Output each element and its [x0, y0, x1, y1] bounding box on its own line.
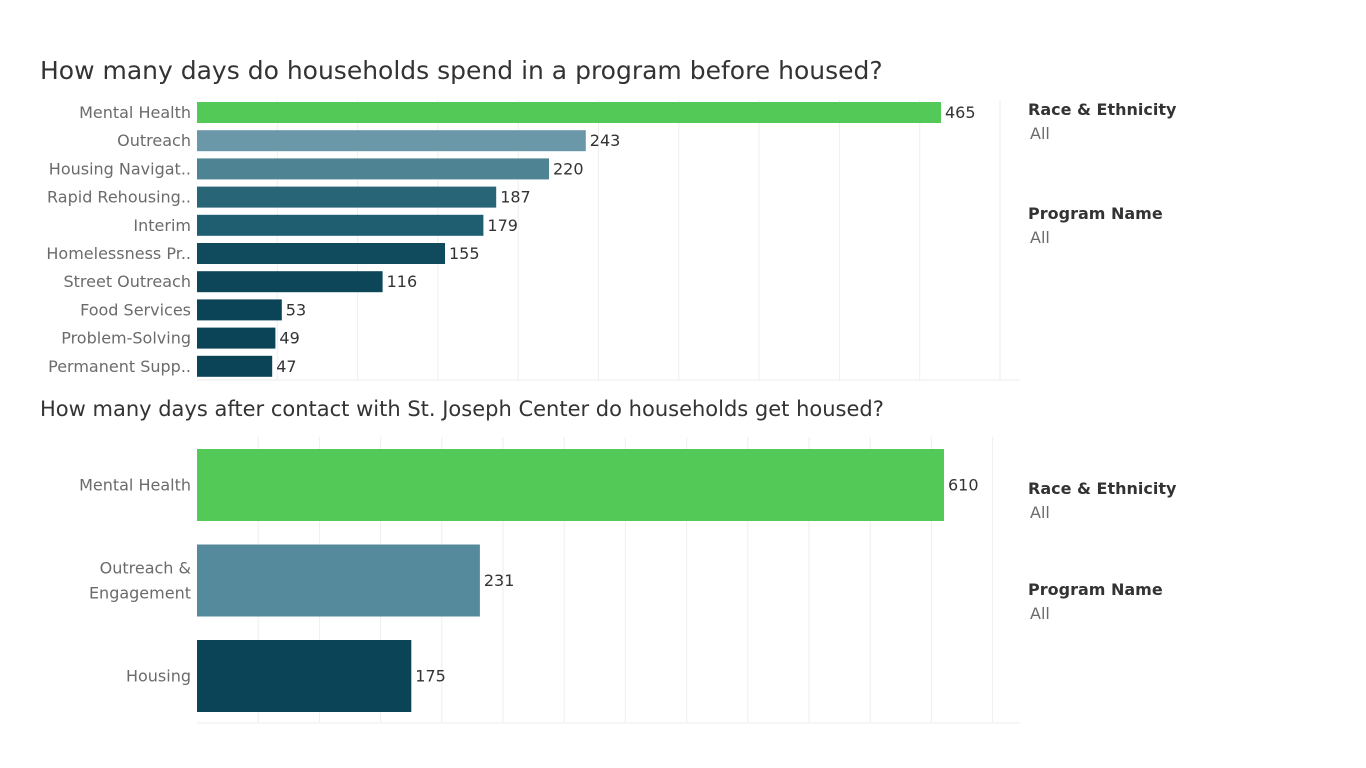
data-label: 53: [286, 300, 306, 319]
bar[interactable]: [197, 102, 941, 123]
bar[interactable]: [197, 243, 445, 264]
bar[interactable]: [197, 299, 282, 321]
data-label: 155: [449, 244, 480, 263]
data-label: 49: [279, 329, 299, 348]
filter-value[interactable]: All: [1030, 124, 1050, 143]
category-label: Mental Health: [79, 476, 191, 495]
filter-race-ethnicity[interactable]: Race & Ethnicity All: [1028, 479, 1328, 522]
chart-days-after-contact: 610 Mental Health 231 Outreach & Engagement 1…: [79, 437, 1020, 724]
filter-value[interactable]: All: [1030, 228, 1050, 247]
category-label: Outreach: [117, 131, 191, 150]
bar[interactable]: [197, 271, 383, 293]
data-label: 116: [387, 272, 418, 291]
data-label: 231: [484, 571, 515, 590]
data-label: 243: [590, 131, 621, 150]
filters-panel-bottom: Race & Ethnicity All Program Name All: [1028, 479, 1328, 623]
chart-title-days-after-contact: How many days after contact with St. Jos…: [40, 397, 884, 421]
bar[interactable]: [197, 214, 484, 236]
category-label: Rapid Rehousing..: [47, 188, 191, 207]
filters-panel-top: Race & Ethnicity All Program Name All: [1028, 100, 1328, 247]
data-label: 465: [945, 103, 976, 122]
data-label: 220: [553, 159, 584, 178]
bar[interactable]: [197, 158, 549, 180]
bar[interactable]: [197, 544, 480, 617]
category-label: Mental Health: [79, 103, 191, 122]
category-label: Street Outreach: [63, 272, 191, 291]
category-label: Problem-Solving: [61, 329, 191, 348]
category-label: Engagement: [89, 584, 191, 603]
data-label: 179: [487, 216, 518, 235]
category-label: Homelessness Pr..: [46, 244, 191, 263]
bar[interactable]: [197, 640, 412, 712]
data-label: 47: [276, 357, 296, 376]
filter-program-name[interactable]: Program Name All: [1028, 580, 1328, 623]
category-label: Interim: [133, 216, 191, 235]
filter-title: Race & Ethnicity: [1028, 100, 1177, 119]
data-label: 610: [948, 476, 979, 495]
bar[interactable]: [197, 355, 273, 377]
category-label: Food Services: [80, 300, 191, 319]
category-label: Permanent Supp..: [48, 357, 191, 376]
data-label: 187: [500, 188, 531, 207]
bar[interactable]: [197, 130, 586, 152]
category-label: Housing Navigat..: [49, 159, 191, 178]
filter-title: Program Name: [1028, 204, 1163, 223]
category-label: Housing: [126, 667, 191, 686]
bar[interactable]: [197, 327, 276, 349]
bar[interactable]: [197, 186, 497, 208]
filter-title: Program Name: [1028, 580, 1163, 599]
category-label: Outreach &: [100, 559, 191, 578]
filter-value[interactable]: All: [1030, 503, 1050, 522]
filter-program-name[interactable]: Program Name All: [1028, 204, 1328, 247]
filter-title: Race & Ethnicity: [1028, 479, 1177, 498]
data-label: 175: [415, 667, 446, 686]
chart-days-in-program: 465 Mental Health 243 Outreach 220 Housing Na…: [46, 100, 1020, 381]
filter-race-ethnicity[interactable]: Race & Ethnicity All: [1028, 100, 1328, 143]
bar[interactable]: [197, 449, 945, 521]
filter-value[interactable]: All: [1030, 604, 1050, 623]
chart-title-days-in-program: How many days do households spend in a p…: [40, 56, 883, 85]
